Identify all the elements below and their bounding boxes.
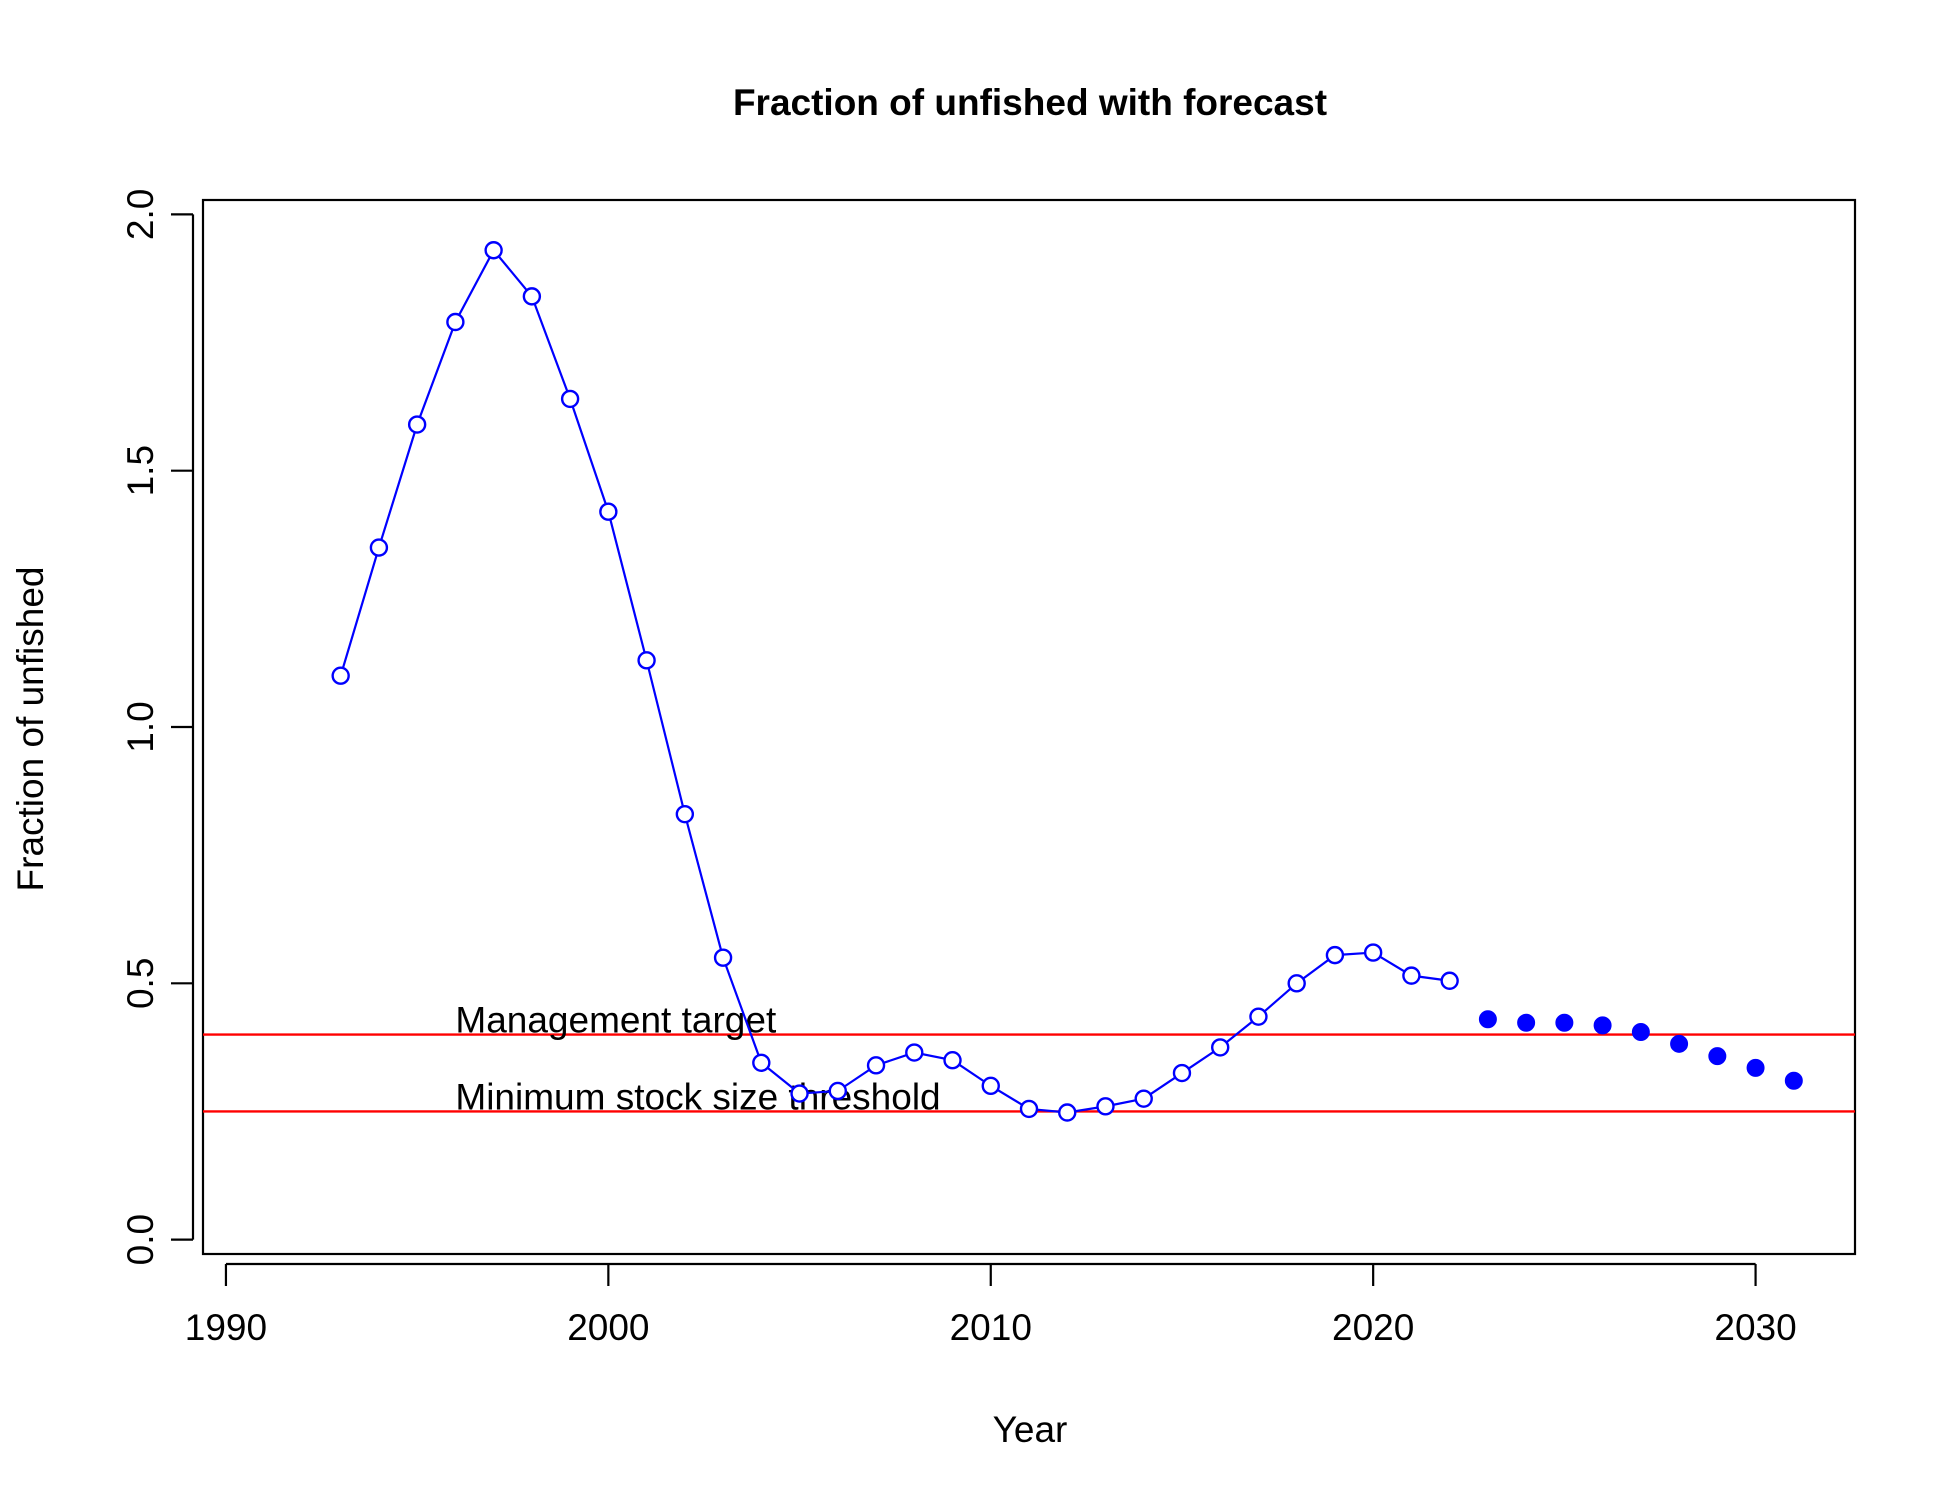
- y-tick-label: 1.0: [120, 701, 161, 752]
- forecast-point: [1784, 1071, 1803, 1090]
- data-point-open: [637, 651, 656, 670]
- forecast-point: [1708, 1047, 1727, 1066]
- data-point-open: [522, 287, 542, 306]
- data-point-open: [1096, 1097, 1115, 1116]
- data-point-open: [828, 1081, 847, 1101]
- y-tick-label: 0.0: [120, 1214, 161, 1265]
- data-point-open: [1325, 945, 1345, 965]
- y-tick-label: 1.5: [120, 445, 161, 496]
- y-axis-label: Fraction of unfished: [10, 567, 51, 892]
- reference-line-label: Management target: [455, 1000, 777, 1041]
- data-point-open: [331, 666, 350, 685]
- data-point-open: [369, 538, 389, 557]
- data-point-open: [599, 502, 618, 521]
- data-point-open: [675, 804, 695, 824]
- x-tick-label: 2010: [950, 1307, 1032, 1348]
- series-line: [339, 248, 1450, 1114]
- forecast-point: [1478, 1010, 1497, 1029]
- y-tick-label: 0.5: [120, 958, 161, 1009]
- data-point-open: [790, 1084, 809, 1103]
- x-tick-label: 2020: [1332, 1307, 1414, 1348]
- plot-frame: [201, 198, 1857, 1256]
- y-tick-label: 2.0: [120, 189, 161, 240]
- forecast-point: [1746, 1058, 1765, 1077]
- data-point-open: [1058, 1103, 1077, 1122]
- data-point-open: [1019, 1099, 1039, 1119]
- x-axis-label: Year: [993, 1409, 1068, 1450]
- data-point-open: [752, 1053, 771, 1072]
- data-point-open: [446, 312, 465, 332]
- data-point-open: [981, 1076, 1000, 1096]
- reference-line-label: Minimum stock size threshold: [455, 1076, 940, 1117]
- data-point-open: [1363, 943, 1383, 962]
- data-point-open: [1402, 966, 1421, 985]
- forecast-point: [1670, 1034, 1689, 1053]
- x-tick-label: 2000: [567, 1307, 649, 1348]
- plot-area: 1990 2000 2010 2020 2030 0.0 0.5 1.0 1.5 2.0 Manag…: [120, 189, 1857, 1348]
- forecast-point: [1555, 1013, 1574, 1032]
- x-tick-label: 2030: [1714, 1307, 1796, 1348]
- data-point-open: [713, 948, 733, 967]
- data-point-open: [905, 1043, 924, 1062]
- data-point-open: [484, 241, 503, 260]
- chart-title: Fraction of unfished with forecast: [733, 82, 1327, 123]
- x-tick-label: 1990: [185, 1307, 267, 1348]
- data-point-open: [560, 389, 580, 409]
- data-point-open: [866, 1056, 886, 1075]
- data-point-open: [1211, 1038, 1230, 1057]
- data-point-open: [1249, 1007, 1268, 1026]
- data-point-open: [1440, 971, 1459, 990]
- data-point-open: [407, 415, 427, 434]
- forecast-point: [1593, 1016, 1612, 1035]
- data-point-open: [1287, 974, 1306, 993]
- forecast-point: [1517, 1013, 1536, 1032]
- data-point-open: [1172, 1063, 1192, 1083]
- data-point-open: [943, 1051, 962, 1070]
- data-point-open: [1134, 1089, 1153, 1108]
- forecast-point: [1631, 1023, 1650, 1042]
